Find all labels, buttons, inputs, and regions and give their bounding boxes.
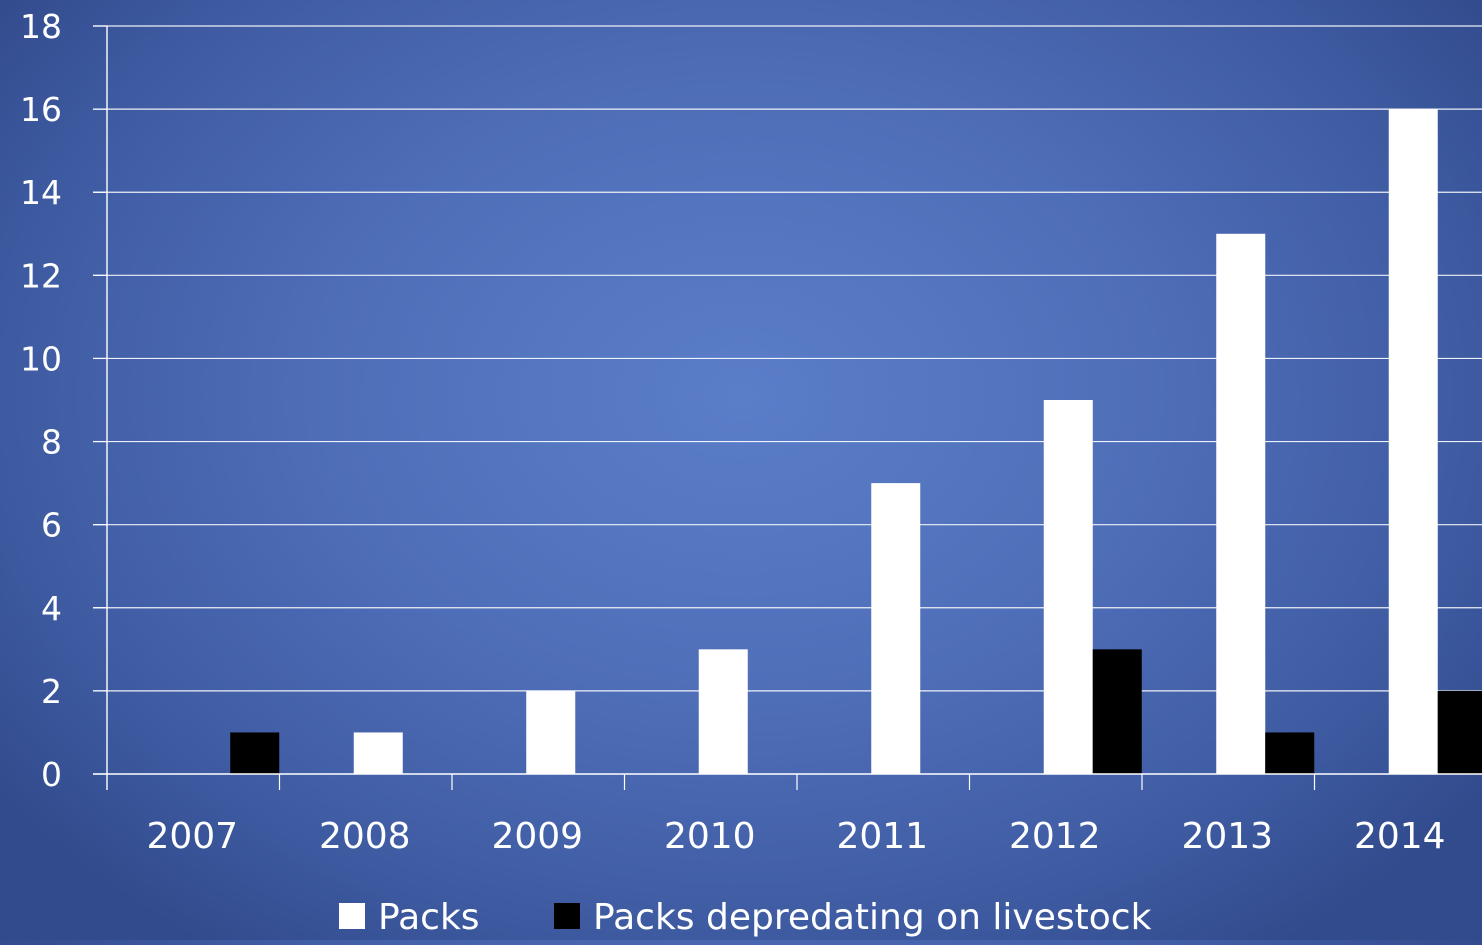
bar-packs-2008	[353, 732, 403, 774]
bar-packs-depredating-2014	[1437, 690, 1482, 774]
bars	[230, 109, 1482, 775]
x-axis-ticks: 2007 2008 2009 2010 2011 2012 2013 2014	[146, 774, 1446, 857]
x-tick-label-2014: 2014	[1354, 816, 1446, 857]
y-tick-label: 12	[20, 256, 62, 295]
axes	[93, 26, 1482, 790]
x-tick-label-2008: 2008	[319, 816, 411, 857]
legend-item-packs: Packs	[339, 897, 480, 938]
y-tick-label: 18	[20, 7, 62, 46]
bar-packs-2014	[1388, 109, 1438, 775]
y-tick-label: 6	[41, 506, 62, 545]
y-tick-label: 14	[20, 173, 62, 212]
y-tick-label: 2	[41, 672, 62, 711]
bar-packs-2013	[1216, 233, 1266, 774]
bar-packs-2012	[1043, 400, 1093, 774]
x-tick-label-2010: 2010	[664, 816, 756, 857]
y-tick-label: 0	[41, 755, 62, 794]
legend-item-packs-depredating: Packs depredating on livestock	[554, 897, 1152, 938]
legend-swatch	[339, 903, 365, 929]
legend-label: Packs	[378, 897, 480, 938]
bar-packs-depredating-2012	[1092, 649, 1142, 774]
y-axis-ticks: 0 2 4 6 8 10 12 14 16 18	[20, 7, 107, 794]
y-tick-label: 10	[20, 339, 62, 378]
x-tick-label-2012: 2012	[1009, 816, 1101, 857]
y-tick-label: 16	[20, 90, 62, 129]
legend-label: Packs depredating on livestock	[593, 897, 1152, 938]
legend-swatch	[554, 903, 580, 929]
bar-packs-2009	[526, 690, 576, 774]
bar-packs-2011	[871, 483, 921, 774]
bar-packs-2010	[698, 649, 748, 774]
x-tick-label-2007: 2007	[146, 816, 238, 857]
gridlines	[93, 25, 1482, 692]
x-tick-label-2009: 2009	[491, 816, 583, 857]
bar-packs-depredating-2013	[1265, 732, 1315, 774]
y-tick-label: 4	[41, 589, 62, 628]
legend: Packs Packs depredating on livestock	[339, 897, 1152, 938]
y-tick-label: 8	[41, 423, 62, 462]
x-tick-label-2013: 2013	[1181, 816, 1273, 857]
x-tick-label-2011: 2011	[836, 816, 928, 857]
bar-packs-depredating-2007	[230, 732, 280, 774]
